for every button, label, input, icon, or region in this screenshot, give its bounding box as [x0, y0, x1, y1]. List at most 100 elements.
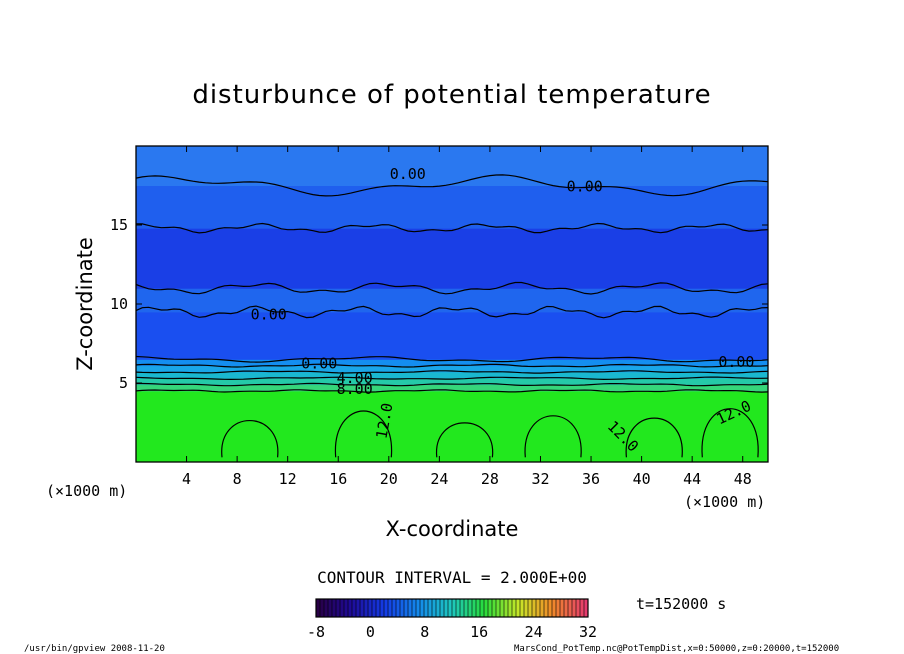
heatmap-band-5 [136, 359, 768, 367]
colorbar-cell [500, 599, 505, 617]
x-unit-left: (×1000 m) [46, 482, 127, 500]
y-tick-label: 5 [119, 374, 128, 392]
colorbar-cell [440, 599, 445, 617]
colorbar-cell [324, 599, 329, 617]
time-label: t=152000 s [636, 595, 726, 613]
x-tick-label: 24 [430, 470, 448, 488]
contour-lobe-4 [625, 417, 683, 458]
colorbar-cell [412, 599, 417, 617]
heatmap-band-9 [136, 185, 768, 229]
contour-label: 0.00 [390, 165, 426, 183]
colorbar-cell [516, 599, 521, 617]
colorbar-cell [564, 599, 569, 617]
contour-label: 0.00 [718, 353, 754, 371]
colorbar-cell [420, 599, 425, 617]
colorbar-cell [340, 599, 345, 617]
colorbar-cell [584, 599, 589, 617]
contour-lobe-3 [524, 415, 582, 458]
contour-lobe-1 [335, 410, 392, 458]
heatmap-band-1 [136, 384, 768, 392]
colorbar-cell [492, 599, 497, 617]
contour-line-9 [135, 174, 769, 197]
contour-line-2 [135, 376, 769, 381]
colorbar-cell [444, 599, 449, 617]
colorbar-cell [372, 599, 377, 617]
colorbar-cell [356, 599, 361, 617]
colorbar-cell [528, 599, 533, 617]
contour-label: 12.0 [373, 401, 397, 440]
x-tick-label: 44 [683, 470, 701, 488]
colorbar-cell [540, 599, 545, 617]
colorbar: -8 0 8 16 24 32 [307, 598, 597, 641]
contour-line-5 [135, 355, 769, 363]
colorbar-cell [352, 599, 357, 617]
x-tick-label: 20 [380, 470, 398, 488]
heatmap-band-8 [136, 228, 768, 289]
colorbar-cell [580, 599, 585, 617]
colorbar-cell [576, 599, 581, 617]
colorbar-tick-label: 32 [579, 623, 597, 641]
contour-line-1 [136, 382, 769, 387]
colorbar-tick-label: 0 [366, 623, 375, 641]
contour-lobe-2 [436, 422, 494, 458]
contour-label: 0.00 [301, 355, 337, 373]
contour-label: 8.00 [337, 380, 373, 398]
heatmap-band-7 [136, 288, 768, 313]
colorbar-tick-label: 24 [525, 623, 543, 641]
colorbar-tick-label: -8 [307, 623, 325, 641]
contour-interval: CONTOUR INTERVAL = 2.000E+00 [317, 568, 587, 587]
colorbar-cell [452, 599, 457, 617]
x-axis-label: X-coordinate [386, 517, 519, 541]
contour-line-7 [135, 281, 769, 295]
y-tick-label: 10 [110, 295, 128, 313]
colorbar-cell [488, 599, 493, 617]
contour-line-3 [135, 370, 769, 374]
colorbar-cell [568, 599, 573, 617]
contour-lobe-0 [221, 420, 279, 458]
colorbar-cell [472, 599, 477, 617]
x-unit-right: (×1000 m) [684, 493, 765, 511]
footer-left: /usr/bin/gpview 2008-11-20 [24, 644, 165, 654]
heatmap-band-2 [136, 378, 768, 386]
heatmap-band-3 [136, 371, 768, 379]
x-tick-label: 36 [582, 470, 600, 488]
colorbar-cell [396, 599, 401, 617]
colorbar-cell [520, 599, 525, 617]
colorbar-cell [328, 599, 333, 617]
colorbar-cell [384, 599, 389, 617]
x-tick-label: 40 [633, 470, 651, 488]
contour-line-8 [135, 222, 769, 234]
heatmap-band-4 [136, 365, 768, 373]
x-tick-label: 32 [531, 470, 549, 488]
colorbar-cell [572, 599, 577, 617]
x-tick-label: 16 [329, 470, 347, 488]
contour-line-0 [135, 389, 769, 393]
colorbar-cell [460, 599, 465, 617]
colorbar-cell [424, 599, 429, 617]
colorbar-cell [344, 599, 349, 617]
contour-line-6 [135, 305, 769, 319]
heatmap-band-0 [136, 390, 768, 463]
colorbar-cell [536, 599, 541, 617]
colorbar-cell [364, 599, 369, 617]
colorbar-cell [400, 599, 405, 617]
colorbar-cell [496, 599, 501, 617]
colorbar-cell [480, 599, 485, 617]
colorbar-cell [428, 599, 433, 617]
contour-line-4 [135, 363, 769, 368]
chart-title: disturbunce of potential temperature [192, 80, 711, 110]
colorbar-cell [436, 599, 441, 617]
colorbar-cell [408, 599, 413, 617]
colorbar-cell [432, 599, 437, 617]
colorbar-cell [456, 599, 461, 617]
colorbar-cell [336, 599, 341, 617]
x-tick-label: 8 [233, 470, 242, 488]
colorbar-cell [532, 599, 537, 617]
colorbar-cell [380, 599, 385, 617]
x-tick-label: 12 [279, 470, 297, 488]
colorbar-cell [548, 599, 553, 617]
colorbar-cell [552, 599, 557, 617]
colorbar-cell [560, 599, 565, 617]
